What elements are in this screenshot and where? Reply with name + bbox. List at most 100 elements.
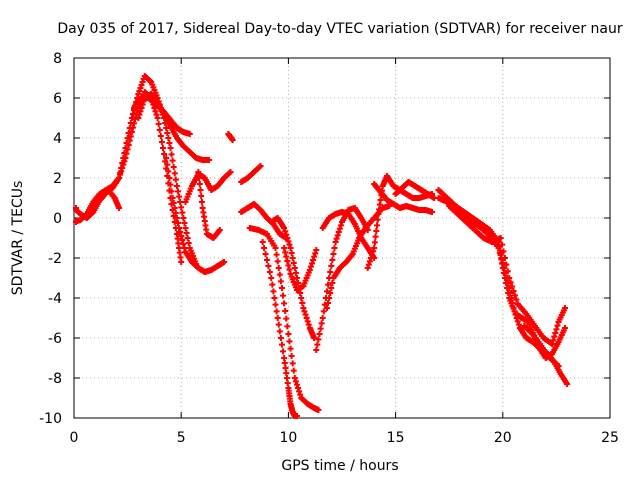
data-point [270, 288, 277, 295]
data-point [282, 308, 289, 314]
data-point [178, 259, 185, 265]
data-point [314, 341, 321, 348]
data-point [174, 220, 181, 226]
data-point [284, 235, 291, 241]
data-point [159, 145, 166, 151]
data-point [274, 258, 281, 265]
x-tick-label: 25 [601, 430, 619, 446]
data-point [501, 265, 508, 271]
data-point [503, 261, 510, 268]
data-point [273, 251, 280, 258]
data-point [285, 331, 292, 337]
data-point [291, 375, 298, 381]
data-point [171, 170, 178, 177]
data-point [153, 111, 160, 118]
data-point [276, 271, 283, 278]
data-point [137, 108, 144, 115]
data-point [506, 275, 513, 281]
data-point [499, 241, 506, 248]
data-point [292, 270, 299, 276]
data-point [156, 127, 163, 133]
data-point [366, 258, 373, 265]
data-point [221, 259, 228, 265]
data-point [177, 229, 184, 235]
data-point [261, 245, 268, 251]
data-point [561, 325, 568, 331]
data-series [246, 225, 322, 413]
data-point [116, 205, 123, 211]
data-point [308, 260, 315, 267]
data-point [336, 225, 343, 232]
data-point [278, 285, 285, 291]
data-point [325, 281, 332, 288]
data-point [259, 239, 266, 245]
data-point [116, 175, 123, 181]
data-point [295, 385, 302, 391]
data-point [275, 321, 282, 328]
x-tick-label: 0 [70, 430, 79, 446]
data-point [287, 345, 294, 352]
data-point [283, 231, 290, 238]
y-tick-label: 8 [53, 51, 62, 67]
data-point [272, 301, 279, 308]
data-point [335, 229, 342, 235]
data-series [435, 195, 568, 361]
data-point [127, 133, 134, 140]
data-point [282, 249, 289, 256]
data-point [164, 161, 171, 168]
data-point [257, 163, 264, 169]
data-point [333, 235, 340, 242]
data-point [289, 360, 296, 367]
data-point [511, 308, 518, 315]
data-point [162, 158, 169, 165]
data-point [290, 367, 297, 374]
data-point [496, 250, 503, 256]
data-point [129, 111, 136, 117]
data-point [302, 311, 309, 318]
data-point [329, 257, 336, 263]
data-point [307, 263, 314, 270]
data-point [369, 251, 376, 258]
axis-ticks: 0 5 10 15 20 25 -10 -8 -6 -4 -2 0 2 4 6 8 [39, 51, 619, 446]
data-point [126, 125, 133, 131]
data-point [552, 330, 559, 336]
data-point [281, 225, 288, 231]
data-point [287, 245, 294, 251]
data-point [290, 260, 297, 266]
y-tick-label: 4 [53, 131, 62, 147]
data-point [371, 239, 378, 246]
data-point [277, 335, 284, 341]
data-point [283, 315, 290, 322]
x-axis-label: GPS time / hours [281, 458, 398, 474]
data-point [285, 262, 292, 269]
data-point [227, 169, 234, 175]
data-point [300, 305, 307, 311]
data-point [136, 111, 143, 118]
data-point [122, 145, 129, 151]
data-point [306, 267, 313, 273]
data-series [281, 245, 320, 293]
data-point [285, 238, 292, 245]
data-point [313, 347, 320, 353]
data-point [286, 338, 293, 345]
data-point [263, 257, 270, 263]
data-point [196, 181, 203, 187]
data-point [291, 265, 298, 271]
data-series [446, 203, 568, 347]
data-point [172, 210, 179, 216]
data-point [161, 151, 168, 157]
data-point [178, 204, 185, 211]
data-point [274, 315, 281, 321]
data-point [374, 216, 381, 223]
y-axis-label: SDTVAR / TECUs [10, 181, 26, 296]
data-point [154, 115, 161, 121]
data-point [510, 288, 517, 294]
data-point [155, 121, 162, 127]
data-point [515, 321, 522, 328]
data-point [166, 175, 173, 181]
data-point [288, 353, 295, 359]
data-point [271, 295, 278, 301]
data-point [166, 140, 173, 146]
data-point [554, 322, 561, 329]
